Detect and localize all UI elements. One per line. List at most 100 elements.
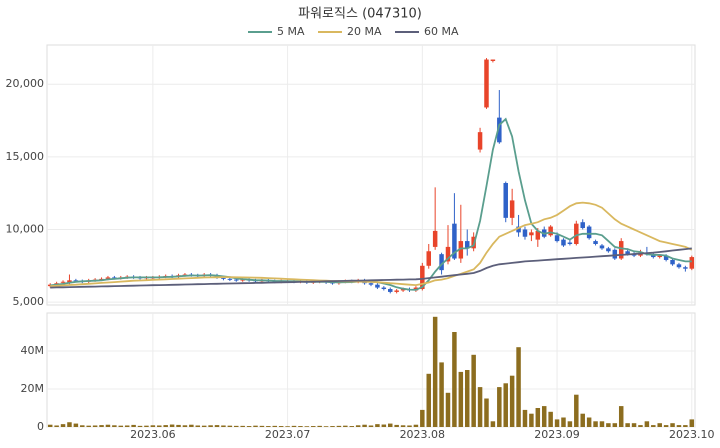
volume-bar — [150, 425, 156, 427]
price-frame — [46, 44, 696, 306]
candle-body — [586, 226, 592, 239]
volume-bar — [221, 425, 226, 427]
volume-frame — [46, 312, 696, 428]
candle-body — [580, 222, 585, 229]
volume-bar — [497, 387, 502, 427]
candle-body — [394, 290, 399, 292]
volume-bar — [554, 419, 560, 427]
legend-label: 5 MA — [277, 25, 305, 38]
volume-bar — [73, 423, 79, 427]
candle-body — [554, 235, 560, 242]
volume-bar — [509, 375, 515, 427]
volume-bar — [618, 406, 624, 427]
volume-bar — [105, 424, 111, 427]
volume-bar — [278, 426, 284, 427]
volume-bar — [599, 421, 605, 427]
candle-body — [464, 241, 470, 249]
candle-body — [522, 229, 528, 237]
volume-bar — [567, 421, 573, 427]
candle-body — [548, 226, 553, 236]
candle-body — [105, 277, 111, 279]
volume-bar — [311, 426, 316, 427]
volume-bar — [541, 406, 547, 427]
candle-body — [381, 287, 387, 290]
volume-bar — [112, 425, 117, 427]
volume-bar — [400, 425, 406, 427]
candle-body — [509, 200, 515, 218]
volume-bar — [80, 425, 85, 427]
volume-bar — [676, 425, 682, 427]
volume-bar — [471, 354, 476, 427]
candle-body — [477, 132, 483, 150]
x-tick-label: 2023.09 — [534, 428, 580, 441]
candle-body — [606, 248, 611, 252]
volume-bar — [644, 421, 650, 427]
volume-bar — [195, 425, 201, 427]
volume-bar — [323, 426, 329, 427]
candle-body — [432, 230, 438, 247]
volume-bar — [580, 413, 585, 427]
candle-body — [535, 230, 541, 240]
volume-bar — [317, 425, 322, 427]
volume-bar — [394, 424, 399, 427]
volume-bar — [670, 423, 675, 427]
volume-bar — [631, 423, 637, 427]
candle-body — [67, 280, 72, 284]
candle-body — [663, 255, 669, 260]
volume-bar — [137, 425, 143, 427]
volume-bar — [253, 425, 258, 427]
volume-bar — [574, 394, 579, 427]
volume-bar — [86, 425, 91, 427]
volume-bar — [368, 425, 374, 427]
volume-bar — [54, 425, 59, 427]
volume-bar — [657, 423, 662, 427]
volume-bar — [426, 373, 431, 427]
volume-bar — [304, 426, 310, 427]
volume-bar — [490, 421, 496, 427]
volume-bar — [355, 425, 361, 427]
candle-body — [445, 246, 451, 262]
chart-title: 파워로직스 (047310) — [298, 7, 422, 22]
volume-bar — [157, 425, 162, 427]
volume-bar — [144, 425, 149, 427]
candle-body — [567, 242, 573, 244]
volume-bar — [439, 362, 444, 427]
volume-bar — [349, 426, 354, 427]
volume-bar — [458, 371, 464, 427]
volume-bar — [612, 423, 618, 427]
volume-bar — [452, 332, 457, 427]
volume-bar — [413, 424, 419, 427]
ma-line — [50, 201, 693, 287]
volume-bar — [285, 426, 290, 427]
volume-bar — [593, 421, 598, 427]
volume-bar — [176, 424, 181, 427]
volume-bar — [651, 425, 656, 427]
volume-bar — [47, 424, 53, 427]
volume-bar — [208, 425, 213, 427]
y-tick-label: 20M — [21, 382, 45, 395]
volume-bar — [561, 417, 566, 427]
candle-body — [73, 280, 79, 282]
candle-body — [484, 59, 489, 108]
candle-body — [574, 223, 579, 244]
volume-bar — [522, 409, 528, 427]
volume-bar — [201, 425, 207, 427]
volume-bar — [484, 398, 489, 427]
candle-body — [227, 278, 233, 280]
candle-body — [234, 279, 239, 281]
y-tick-label: 10,000 — [6, 222, 45, 235]
candle-body — [612, 249, 618, 259]
candle-body — [490, 59, 496, 61]
candle-body — [439, 254, 444, 271]
candle-body — [60, 281, 66, 283]
volume-bar — [124, 425, 130, 427]
volume-bar — [689, 419, 695, 427]
volume-bar — [625, 423, 630, 427]
volume-bar — [362, 424, 367, 427]
volume-bar — [535, 408, 541, 427]
volume-bar — [516, 347, 521, 427]
volume-bar — [388, 423, 393, 427]
candle-body — [388, 289, 393, 292]
volume-bar — [381, 424, 387, 427]
x-tick-label: 2023.06 — [130, 428, 176, 441]
